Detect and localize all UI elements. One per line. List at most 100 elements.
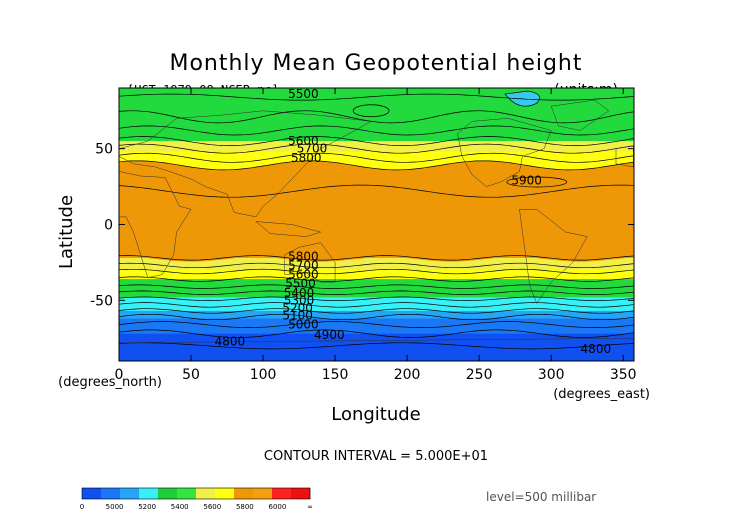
x-unit-label: (degrees_east) xyxy=(553,387,650,402)
colorbar-swatch-8 xyxy=(234,488,254,499)
chart-title: Monthly Mean Geopotential height xyxy=(169,51,582,76)
contour-line-19 xyxy=(119,329,634,338)
contour-line-20 xyxy=(119,342,634,350)
contour-high-5900 xyxy=(506,176,568,188)
colorbar-label-6: 6000 xyxy=(269,503,287,511)
band-0 xyxy=(119,88,634,127)
contour-line-3 xyxy=(119,136,634,146)
coastline-2 xyxy=(284,242,336,283)
contour-label-1: 5600 xyxy=(288,134,319,148)
contour-label-16: 4800 xyxy=(581,342,612,356)
y-axis-label: Latitude xyxy=(56,195,77,269)
x-tick-label-6: 300 xyxy=(538,367,565,383)
plot-area: 5500560057005800590058005700560055005400… xyxy=(119,87,634,361)
colorbar-swatch-4 xyxy=(158,488,178,499)
x-tick-label-0: 0 xyxy=(115,367,124,383)
contour-line-16 xyxy=(119,308,634,314)
band-7 xyxy=(119,279,634,298)
contour-label-3: 5800 xyxy=(291,151,322,165)
band-10 xyxy=(119,318,634,335)
x-tick-label-2: 100 xyxy=(250,367,277,383)
orange-ridge-south xyxy=(119,213,634,262)
colorbar-swatch-3 xyxy=(139,488,159,499)
colorbar-label-0: 0 xyxy=(80,503,84,511)
contour-line-9 xyxy=(119,262,634,269)
y-unit-label: (degrees_north) xyxy=(58,375,162,390)
x-tick-label-4: 200 xyxy=(394,367,421,383)
contour-label-14: 4900 xyxy=(314,328,345,342)
contour-label-2: 5700 xyxy=(297,142,328,156)
contour-label-10: 5300 xyxy=(284,293,315,307)
contour-line-4 xyxy=(119,143,634,154)
x-tick-label-7: 350 xyxy=(610,367,637,383)
contour-label-8: 5500 xyxy=(285,277,316,291)
contour-line-11 xyxy=(119,276,634,282)
colorbar-swatch-11 xyxy=(291,488,311,499)
colorbar-swatch-2 xyxy=(120,488,140,499)
colorbar-label-5: 5800 xyxy=(236,503,254,511)
band-9 xyxy=(119,310,634,320)
x-tick-label-1: 50 xyxy=(182,367,200,383)
colorbar-swatch-10 xyxy=(272,488,292,499)
colorbar-swatch-1 xyxy=(101,488,121,499)
colorbar-label-1: 5000 xyxy=(106,503,124,511)
coastline-3 xyxy=(457,118,552,187)
contour-interval-label: CONTOUR INTERVAL = 5.000E+01 xyxy=(264,449,488,464)
contour-label-9: 5400 xyxy=(284,286,315,300)
contour-label-4: 5900 xyxy=(511,174,542,188)
band-6 xyxy=(119,270,634,280)
level-label: level=500 millibar xyxy=(486,490,596,504)
x-tick-label-5: 250 xyxy=(466,367,493,383)
band-2 xyxy=(119,141,634,153)
contour-closed-arctic xyxy=(352,104,390,118)
colorbar-label-4: 5600 xyxy=(203,503,221,511)
contour-label-6: 5700 xyxy=(288,258,319,272)
contour-label-11: 5200 xyxy=(282,301,313,315)
contour-line-2 xyxy=(119,125,634,136)
contour-line-12 xyxy=(119,284,634,289)
coastline-4 xyxy=(519,209,588,304)
colorbar-swatch-6 xyxy=(196,488,216,499)
contour-line-15 xyxy=(119,302,634,308)
contour-line-5 xyxy=(119,152,634,163)
colorbar-label-2: 5200 xyxy=(138,503,156,511)
contour-line-8 xyxy=(119,255,634,261)
y-tick-label-2: -50 xyxy=(90,293,113,309)
colorbar-label-3: 5400 xyxy=(171,503,189,511)
colorbar: 0 5000 5200 5400 5600 5800 6000 ∞ xyxy=(80,487,313,511)
y-tick-label-0: 50 xyxy=(95,142,113,158)
contour-line-6 xyxy=(119,160,634,171)
x-tick-label-3: 150 xyxy=(322,367,349,383)
colorbar-label-7: ∞ xyxy=(307,503,313,511)
colorbar-swatch-7 xyxy=(215,488,235,499)
coastline-6 xyxy=(615,145,634,168)
coastline-0 xyxy=(119,110,372,218)
coastline-1 xyxy=(119,171,192,278)
coastline-5 xyxy=(550,99,610,131)
band-1 xyxy=(119,125,634,142)
colorbar-swatch-5 xyxy=(177,488,197,499)
y-tick-label-1: 0 xyxy=(104,218,113,234)
contour-line-17 xyxy=(119,313,634,321)
contour-label-7: 5600 xyxy=(288,268,319,282)
contour-line-0 xyxy=(119,93,634,101)
contour-line-14 xyxy=(119,296,634,301)
coastline-antarctica xyxy=(119,338,634,344)
colorbar-frame xyxy=(81,487,311,500)
contour-line-18 xyxy=(119,321,634,328)
coastline-7 xyxy=(255,221,322,237)
contour-label-0: 5500 xyxy=(288,87,319,101)
contour-label-12: 5100 xyxy=(282,309,313,323)
contour-line-10 xyxy=(119,268,634,275)
contour-label-13: 5000 xyxy=(288,318,319,332)
band-11 xyxy=(119,333,634,361)
colorbar-swatch-9 xyxy=(253,488,273,499)
contour-line-13 xyxy=(119,290,634,295)
contour-line-1 xyxy=(119,110,634,124)
contour-label-5: 5800 xyxy=(288,249,319,263)
contour-line-7 xyxy=(119,184,634,198)
x-axis-label: Longitude xyxy=(331,404,421,425)
band-5 xyxy=(119,257,634,271)
colorbar-swatch-0 xyxy=(82,488,102,499)
